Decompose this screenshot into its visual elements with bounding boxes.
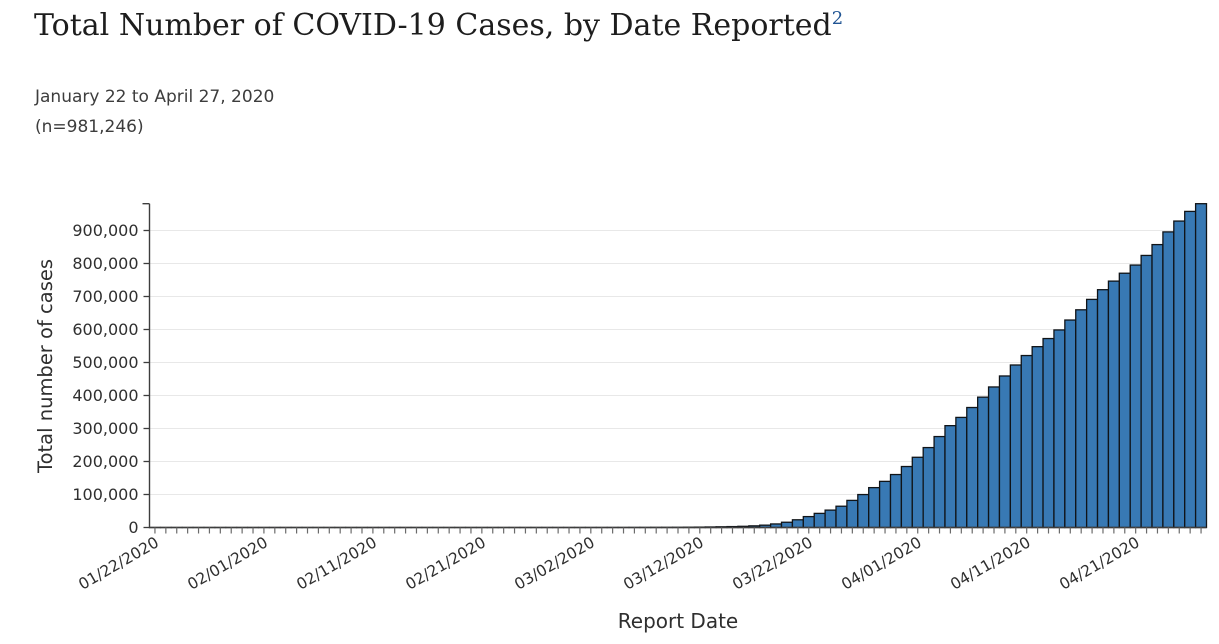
y-tick-label: 900,000 — [72, 221, 138, 240]
bar[interactable] — [998, 375, 1012, 529]
y-tick-label: 600,000 — [72, 320, 138, 339]
bar[interactable] — [977, 396, 990, 529]
page-title-text: Total Number of COVID-19 Cases, by Date … — [34, 8, 832, 43]
bar[interactable] — [780, 521, 794, 529]
bar[interactable] — [813, 512, 826, 529]
bar[interactable] — [1096, 289, 1110, 529]
x-tick-label: 02/01/2020 — [185, 533, 271, 593]
bar[interactable] — [824, 509, 837, 529]
bar[interactable] — [835, 505, 848, 529]
date-range-subtitle: January 22 to April 27, 2020 — [35, 87, 275, 107]
bar[interactable] — [933, 435, 946, 529]
page-title: Total Number of COVID-19 Cases, by Date … — [34, 8, 843, 43]
y-tick-label: 0 — [128, 518, 138, 537]
bar[interactable] — [944, 424, 957, 529]
x-tick-label: 04/01/2020 — [838, 533, 924, 593]
x-tick-label: 04/11/2020 — [947, 533, 1033, 593]
bar[interactable] — [966, 406, 979, 529]
bar[interactable] — [987, 386, 1001, 529]
bar[interactable] — [1162, 231, 1175, 529]
bar[interactable] — [900, 465, 913, 529]
y-axis-title: Total number of cases — [34, 259, 57, 474]
bar[interactable] — [922, 446, 935, 529]
y-tick-label: 100,000 — [72, 485, 138, 504]
bar[interactable] — [802, 515, 815, 529]
n-total-subtitle: (n=981,246) — [35, 117, 144, 137]
bar[interactable] — [1085, 298, 1099, 529]
bar[interactable] — [1009, 364, 1022, 529]
x-tick-label: 02/21/2020 — [403, 533, 489, 593]
bar[interactable] — [857, 493, 870, 529]
bar[interactable] — [1031, 346, 1044, 529]
bar[interactable] — [1194, 203, 1208, 529]
bar[interactable] — [1107, 280, 1120, 529]
x-tick-label: 04/21/2020 — [1056, 533, 1142, 593]
bar[interactable] — [846, 499, 859, 529]
bar[interactable] — [1053, 329, 1066, 529]
x-tick-label: 01/22/2020 — [76, 533, 162, 593]
y-tick-label: 500,000 — [72, 353, 138, 372]
x-tick-label: 03/02/2020 — [511, 533, 597, 593]
y-tick-label: 700,000 — [72, 287, 138, 306]
x-tick-label: 03/22/2020 — [729, 533, 815, 593]
bar[interactable] — [889, 473, 903, 529]
bar[interactable] — [791, 519, 804, 529]
bar[interactable] — [1173, 220, 1186, 529]
y-tick-label: 400,000 — [72, 386, 138, 405]
bar[interactable] — [1184, 210, 1197, 529]
bar[interactable] — [1118, 272, 1131, 529]
bars — [148, 203, 1208, 529]
bar[interactable] — [868, 486, 881, 529]
bar[interactable] — [878, 480, 892, 529]
bar[interactable] — [911, 456, 924, 529]
bar[interactable] — [1042, 337, 1055, 529]
bar[interactable] — [1020, 354, 1033, 529]
y-tick-label: 300,000 — [72, 419, 138, 438]
bar[interactable] — [1140, 254, 1153, 529]
y-tick-label: 200,000 — [72, 452, 138, 471]
x-tick-label: 02/11/2020 — [294, 533, 380, 593]
y-tick-label: 800,000 — [72, 254, 138, 273]
bar[interactable] — [1064, 319, 1077, 529]
bar[interactable] — [1129, 264, 1142, 529]
bar[interactable] — [955, 416, 968, 529]
x-axis-title: Report Date — [618, 609, 738, 633]
x-tick-label: 03/12/2020 — [620, 533, 706, 593]
bar[interactable] — [1075, 309, 1088, 529]
footnote-reference[interactable]: 2 — [831, 8, 844, 29]
bar[interactable] — [1151, 243, 1164, 529]
